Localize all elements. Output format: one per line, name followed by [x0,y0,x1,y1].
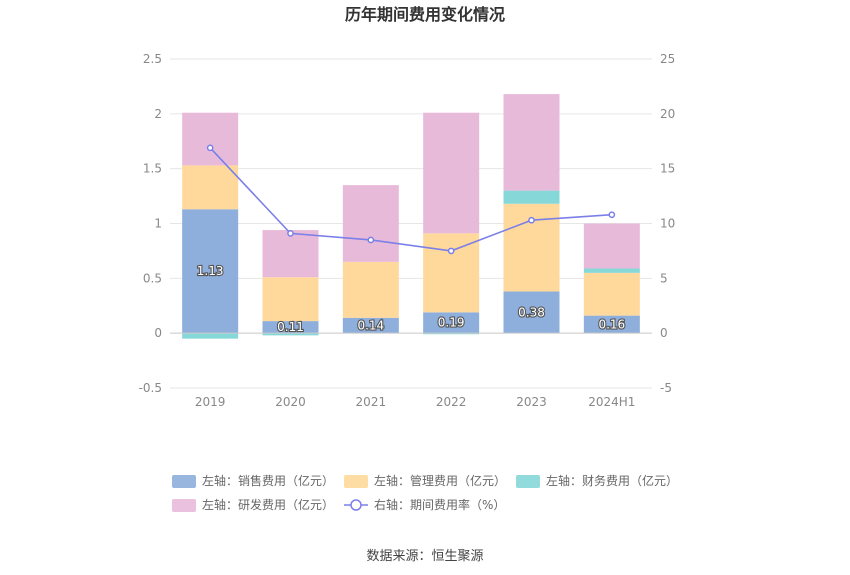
right-tick-label: 25 [660,52,675,66]
bar-1-2020 [262,277,319,322]
right-tick-label: 15 [660,162,675,176]
bar-1-2022 [423,233,480,313]
x-tick-label: 2019 [195,395,226,409]
bar-value-label: 0.16 [598,317,625,331]
right-tick-label: -5 [660,381,672,395]
bar-value-label: 0.11 [277,320,304,334]
bar-3-2024H1 [583,223,640,269]
bar-value-label: 0.38 [518,305,545,319]
bar-1-2024H1 [583,272,640,316]
chart-title: 历年期间费用变化情况 [345,5,505,24]
right-tick-label: 0 [660,326,668,340]
bar-value-label: 0.14 [357,318,384,332]
rate-line-series [206,144,616,255]
legend-label: 左轴：财务费用（亿元） [546,473,678,488]
bar-3-2019 [182,112,239,166]
bar-0-2021 [342,317,399,334]
rate-point [447,247,455,255]
bar-3-2021 [342,185,399,262]
bar-0-2019 [182,209,239,334]
legend-swatch [172,475,196,488]
rate-line [209,147,612,252]
right-tick-label: 10 [660,217,675,231]
bar-1-2019 [182,165,239,210]
x-tick-label: 2022 [436,395,467,409]
legend-swatch [516,475,540,488]
rate-point [206,144,214,152]
bar-0-2020 [262,321,319,334]
legend-label: 左轴：研发费用（亿元） [202,497,334,512]
bar-2-2024H1 [583,268,640,273]
left-tick-label: 1 [154,217,162,231]
bar-3-2020 [262,230,319,278]
x-tick-label: 2020 [275,395,306,409]
bar-value-label: 1.13 [197,264,224,278]
legend-swatch [172,499,196,512]
legend-label: 左轴：销售费用（亿元） [202,473,334,488]
bar-3-2023 [503,94,560,191]
rate-point [608,211,616,219]
rate-point [367,236,375,244]
x-tick-label: 2021 [356,395,387,409]
bar-value-label: 0.19 [438,316,465,330]
right-tick-label: 20 [660,107,675,121]
left-tick-label: 1.5 [143,162,162,176]
bar-2-2020 [262,333,319,336]
legend-swatch [344,475,368,488]
bar-1-2021 [342,261,399,318]
source-note: 数据来源：恒生聚源 [366,549,483,564]
bar-0-2024H1 [583,315,640,334]
rate-point [528,216,535,224]
left-axis: -0.5 0 0.5 1 1.5 2 2.5 [139,52,162,395]
bar-2-2022 [423,333,480,335]
x-tick-label: 2023 [516,395,547,409]
x-axis: 2019 2020 2021 2022 2023 2024H1 [170,332,652,409]
left-tick-label: 0 [154,326,162,340]
right-tick-label: 5 [660,271,668,285]
left-tick-label: 2.5 [143,52,162,66]
bar-0-2023 [503,291,560,334]
left-tick-label: 2 [154,107,162,121]
left-tick-label: -0.5 [139,381,162,395]
legend: 左轴：销售费用（亿元） 左轴：管理费用（亿元） 左轴：财务费用（亿元） 左轴：研发费用… [172,473,678,512]
legend-label: 左轴：管理费用（亿元） [374,473,506,488]
bars [182,94,640,339]
grid [170,58,652,389]
bar-0-2022 [423,312,480,334]
rate-point [287,230,294,237]
legend-label: 右轴：期间费用率（%） [374,497,505,512]
x-tick-label: 2024H1 [588,395,635,409]
legend-marker [350,499,362,511]
bar-3-2022 [423,112,480,234]
data-labels: 1.13 0.11 0.14 0.19 0.38 0.16 [196,263,627,335]
bar-2-2023 [503,190,560,204]
left-tick-label: 0.5 [143,271,162,285]
right-axis: -5 0 5 10 15 20 25 [660,52,675,395]
bar-2-2019 [182,333,239,339]
